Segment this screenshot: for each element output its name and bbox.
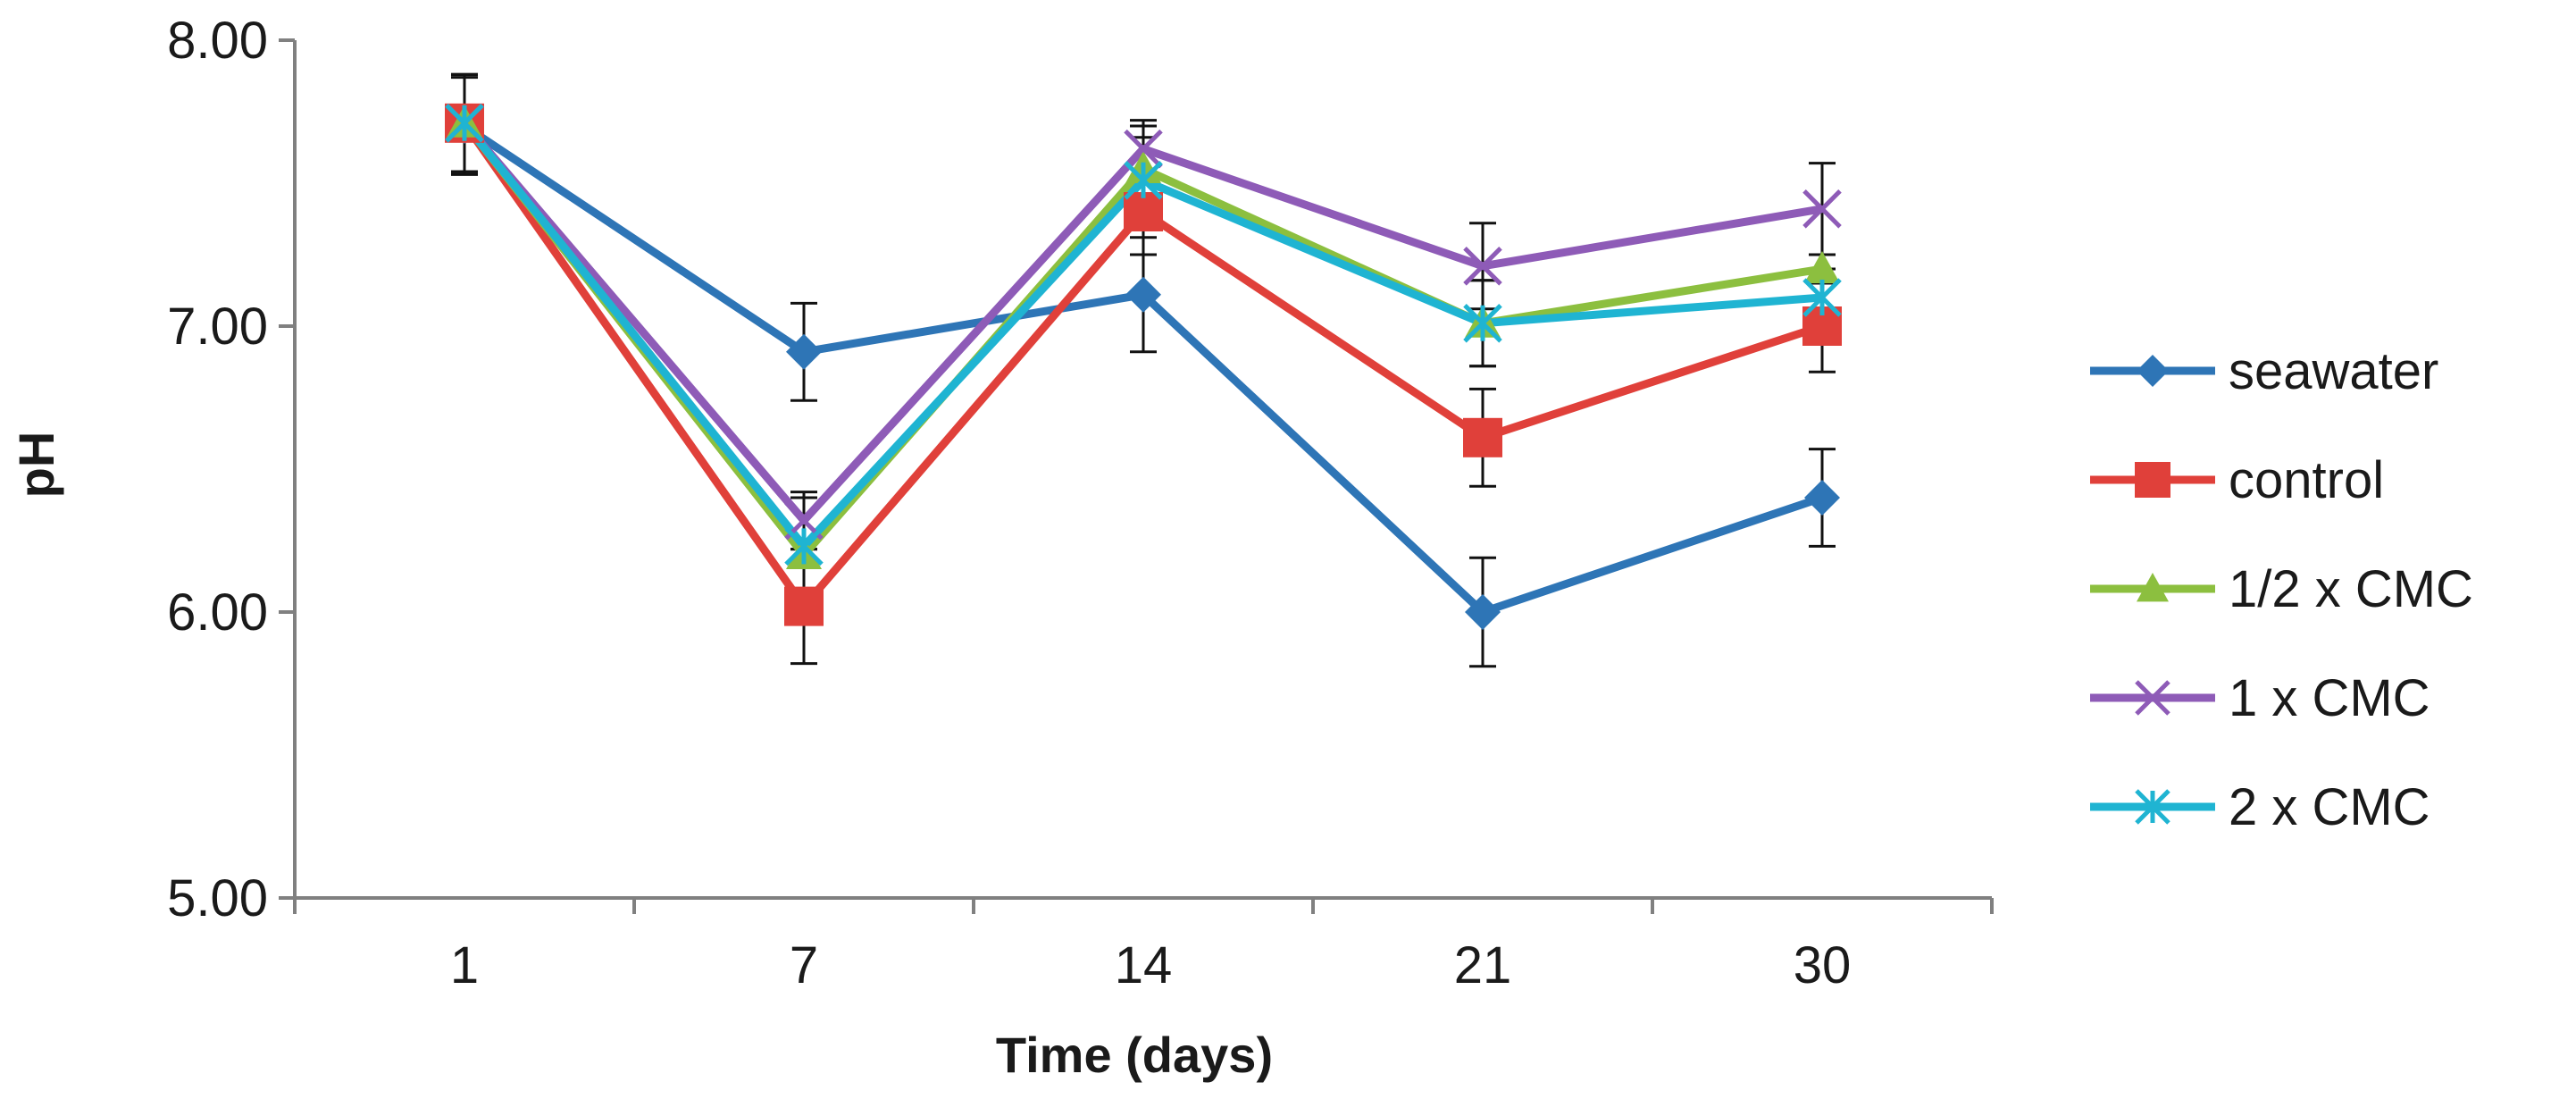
y-tick-label: 8.00 [167, 12, 268, 70]
data-point [1804, 480, 1840, 516]
y-tick-label: 7.00 [167, 298, 268, 356]
legend: seawater control 1/2 x CMC 1 x CMC 2 x CMC [2090, 342, 2473, 836]
data-point [1802, 189, 1842, 229]
data-point [1463, 247, 1502, 286]
data-point [1125, 276, 1161, 313]
x-tick-label: 21 [1454, 936, 1512, 994]
x-tick-label: 7 [790, 936, 818, 994]
data-point [1463, 417, 1502, 457]
data-point [1804, 251, 1840, 283]
y-tick-label: 6.00 [167, 583, 268, 642]
data-point [445, 104, 484, 143]
data-point [1463, 304, 1502, 343]
data-point [784, 526, 824, 566]
legend-label: 1/2 x CMC [2229, 560, 2473, 618]
x-tick-label: 30 [1794, 936, 1852, 994]
data-point [786, 333, 822, 370]
data-point [1802, 278, 1842, 317]
y-tick-label: 5.00 [167, 869, 268, 927]
legend-marker [2137, 355, 2169, 387]
legend-marker [2135, 462, 2170, 498]
data-point [784, 586, 824, 626]
y-axis-title: pH [8, 432, 64, 499]
x-axis-title: Time (days) [996, 1027, 1273, 1083]
data-point [1465, 594, 1501, 630]
legend-label: 2 x CMC [2229, 778, 2430, 836]
x-tick-label: 1 [450, 936, 479, 994]
legend-marker [2135, 789, 2170, 825]
legend-label: 1 x CMC [2229, 669, 2430, 727]
axes: 5.00 6.00 7.00 8.00 1 7 14 21 30 [167, 12, 1994, 994]
axis-labels: Time (days) pH [8, 432, 1273, 1083]
legend-marker [2137, 573, 2169, 602]
data-point [1124, 192, 1163, 231]
legend-label: control [2229, 451, 2384, 509]
data-point [1124, 129, 1163, 169]
data-point [1124, 161, 1163, 200]
legend-marker [2135, 680, 2170, 716]
x-tick-label: 14 [1115, 936, 1173, 994]
legend-label: seawater [2229, 342, 2438, 400]
series-markers [445, 103, 1842, 630]
